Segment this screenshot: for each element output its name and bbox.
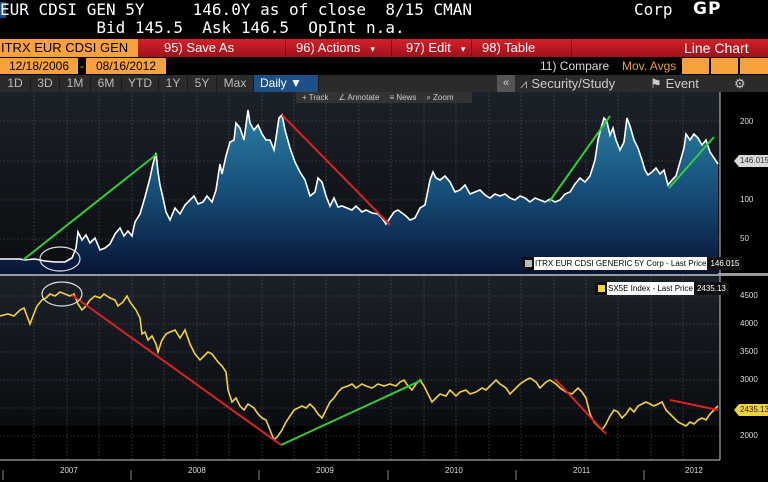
sx5e-last-price-tag: 2435.13: [734, 404, 768, 416]
pane-divider: [0, 273, 768, 276]
y-tick-4500: 4500: [740, 291, 758, 300]
x-tick-2010: 2010: [445, 466, 463, 475]
trendline-up-2009: [280, 379, 423, 446]
sx5e-legend-swatch: [598, 285, 605, 292]
period-3d[interactable]: 3D: [31, 75, 60, 92]
compare-button[interactable]: 11) Compare: [540, 59, 610, 73]
market-sector-label: Corp: [634, 0, 673, 19]
mov-avg-input-3[interactable]: [740, 58, 768, 74]
header-quote-line: EUR CDSI GEN 5Y 146.0Y as of close 8/15 …: [0, 0, 473, 19]
chart-canvas[interactable]: [0, 92, 768, 482]
chart-type-label: Line Chart: [684, 40, 749, 56]
period-1m[interactable]: 1M: [60, 75, 91, 92]
chart-tools-bar: + Track ∠ Annotate ≡ News ⌕ Zoom: [296, 92, 472, 103]
x-tick-2012: 2012: [685, 466, 703, 475]
annotate-tool[interactable]: ∠ Annotate: [338, 93, 380, 102]
cds-legend-label: ITRX EUR CDSI GENERIC 5Y Corp - Last Pri…: [534, 257, 708, 270]
x-tick-2009: 2009: [316, 466, 334, 475]
chart-study-icon: ⩘: [520, 76, 528, 91]
trendline-down-2008: [71, 294, 282, 446]
save-as-label: 95) Save As: [164, 40, 235, 55]
lower-plot-bg: [0, 276, 720, 426]
trendline-up-2012: [668, 136, 715, 189]
save-as-button[interactable]: 95) Save As: [138, 39, 286, 57]
actions-button[interactable]: 96) Actions ▾: [286, 39, 392, 57]
cds-legend-swatch: [525, 260, 532, 267]
chevron-down-icon: ▾: [370, 44, 375, 54]
security-study-button[interactable]: ⩘ Security/Study: [520, 75, 615, 92]
mov-avg-input-1[interactable]: [682, 58, 709, 74]
zoom-tool[interactable]: ⌕ Zoom: [426, 93, 454, 102]
mov-avgs-label[interactable]: Mov. Avgs: [622, 59, 677, 73]
start-date-input[interactable]: 12/18/2006: [0, 58, 78, 74]
sx5e-legend[interactable]: SX5E Index - Last Price 2435.13: [595, 282, 729, 295]
gear-icon[interactable]: ⚙: [734, 76, 746, 91]
header-bid-ask-line: Bid 145.5 Ask 146.5 OpInt n.a.: [0, 18, 405, 37]
period-1d[interactable]: 1D: [0, 75, 31, 92]
highlight-ellipse-cds: [39, 246, 81, 272]
x-tick-2008: 2008: [188, 466, 206, 475]
cds-legend-value: 146.015: [710, 259, 740, 268]
track-tool[interactable]: + Track: [302, 93, 329, 102]
period-ytd[interactable]: YTD: [122, 75, 159, 92]
cds-last-price-tag: 146.015: [734, 155, 768, 167]
lower-grid: [0, 276, 720, 460]
cds-line: [0, 109, 719, 263]
function-code: GP: [693, 0, 722, 19]
chevron-down-icon: ▾: [460, 44, 466, 54]
edit-button[interactable]: 97) Edit ▾: [392, 39, 472, 57]
highlight-ellipse-sx5e: [41, 281, 83, 307]
y-tick-3000: 3000: [740, 375, 758, 384]
x-axis-dividers: [2, 470, 645, 480]
x-tick-2007: 2007: [60, 466, 78, 475]
edit-label: 97) Edit: [406, 40, 451, 55]
y-tick-2000: 2000: [740, 431, 758, 440]
event-label: Event: [665, 76, 699, 91]
event-button[interactable]: ⚑ Event: [650, 75, 699, 92]
trendline-up-2007: [22, 153, 158, 261]
collapse-icon[interactable]: «: [497, 75, 515, 92]
y-tick-200: 200: [740, 117, 754, 126]
trendline-down-2011: [554, 378, 607, 435]
news-tool[interactable]: ≡ News: [389, 93, 417, 102]
x-tick-2011: 2011: [573, 466, 591, 475]
header-accent: [0, 2, 6, 18]
period-5y[interactable]: 5Y: [188, 75, 217, 92]
date-range-bar: 12/18/2006 - 08/16/2012 11) Compare Mov.…: [0, 58, 768, 74]
actions-label: 96) Actions: [296, 40, 361, 55]
table-button[interactable]: 98) Table: [472, 39, 572, 57]
sx5e-legend-value: 2435.13: [696, 284, 726, 293]
cds-area: [0, 110, 718, 274]
security-study-label: Security/Study: [531, 76, 616, 91]
mov-avg-input-2[interactable]: [711, 58, 738, 74]
period-6m[interactable]: 6M: [91, 75, 122, 92]
table-label: 98) Table: [482, 40, 536, 55]
sx5e-legend-label: SX5E Index - Last Price: [607, 282, 694, 295]
security-header: EUR CDSI GEN 5Y 146.0Y as of close 8/15 …: [0, 0, 768, 38]
end-date-input[interactable]: 08/16/2012: [86, 58, 166, 74]
period-bar: 1D 3D 1M 6M YTD 1Y 5Y Max Daily ▼ « ⩘ Sec…: [0, 75, 768, 92]
sx5e-line: [0, 291, 719, 442]
cds-legend[interactable]: ITRX EUR CDSI GENERIC 5Y Corp - Last Pri…: [522, 257, 743, 270]
date-separator: -: [80, 59, 84, 73]
y-tick-3500: 3500: [740, 347, 758, 356]
trendline-up-2011: [548, 115, 611, 203]
y-tick-4000: 4000: [740, 319, 758, 328]
flag-icon: ⚑: [650, 76, 662, 91]
y-tick-50: 50: [740, 234, 749, 243]
frequency-dropdown[interactable]: Daily ▼: [254, 75, 319, 92]
y-tick-100: 100: [740, 195, 754, 204]
trendline-down-2012: [669, 399, 719, 411]
trendline-down-2009: [281, 114, 391, 226]
chart-type-button[interactable]: Line Chart: [676, 39, 768, 57]
period-1y[interactable]: 1Y: [159, 75, 188, 92]
period-max[interactable]: Max: [217, 75, 254, 92]
ticker-input[interactable]: ITRX EUR CDSI GEN: [0, 39, 138, 57]
action-toolbar: ITRX EUR CDSI GEN 95) Save As 96) Action…: [0, 39, 768, 57]
